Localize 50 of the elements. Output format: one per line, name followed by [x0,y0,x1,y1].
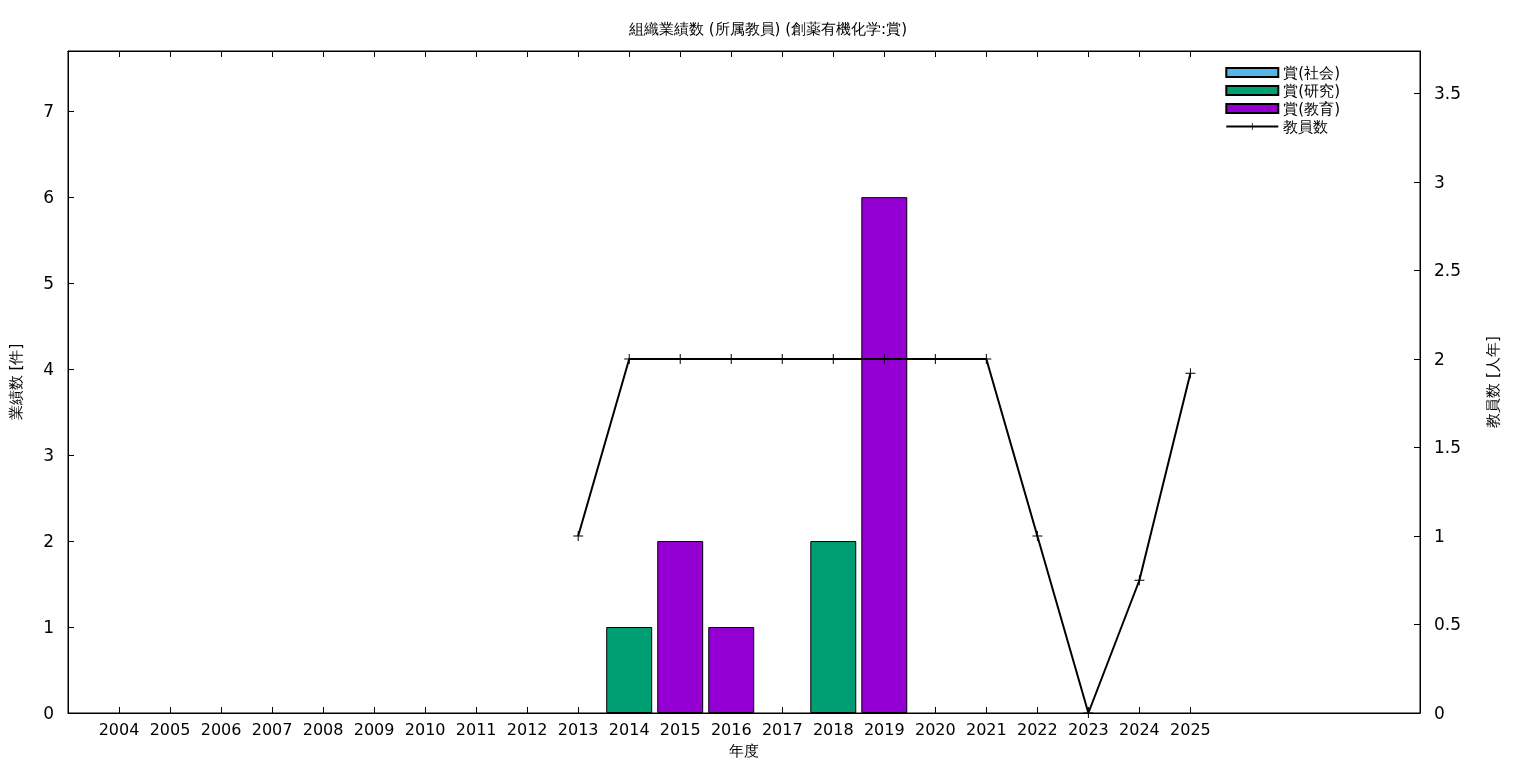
x-tick-label: 2005 [149,719,191,739]
x-tick-label: 2014 [608,719,650,739]
legend-label: 賞(教育) [1283,99,1341,118]
y2-tick-label: 0.5 [1434,614,1462,635]
point [1185,368,1196,379]
y-tick-label: 1 [43,617,54,638]
x-tick-label: 2013 [557,719,599,739]
point [573,530,584,541]
x-axis-title: 年度 [729,741,759,760]
y2-tick-label: 1 [1434,525,1445,546]
y2-tick-label: 3 [1434,171,1445,192]
y-tick-label: 5 [43,273,54,294]
x-tick-label: 2009 [353,719,395,739]
chart-title: 組織業績数 (所属教員) (創薬有機化学:賞) [628,19,907,38]
legend-label: 教員数 [1283,117,1329,136]
legend-label: 賞(研究) [1283,81,1341,100]
y2-axis-title: 教員数 [人年] [1483,336,1502,428]
x-tick-label: 2019 [863,719,905,739]
y-axis-title: 業績数 [件] [6,343,25,421]
x-tick-label: 2007 [251,719,293,739]
legend-label: 賞(社会) [1283,63,1341,82]
y-tick-label: 0 [43,703,54,723]
x-tick-label: 2011 [455,719,497,739]
x-tick-label: 2010 [404,719,446,739]
x-tick-label: 2015 [659,719,701,739]
x-tick-label: 2022 [1017,719,1058,739]
y-tick-label: 7 [43,101,54,122]
x-tick-label: 2025 [1170,719,1211,739]
point [1032,530,1043,541]
y2-tick-label: 2.5 [1434,260,1462,281]
x-tick-label: 2017 [761,719,803,739]
y2-tick-label: 1.5 [1434,437,1462,458]
y-tick-label: 3 [43,445,54,466]
y-tick-label: 6 [43,187,54,208]
x-tick-label: 2024 [1119,719,1160,739]
point [1134,575,1145,586]
y-tick-label: 4 [43,359,54,380]
y2-tick-label: 2 [1434,348,1445,369]
x-tick-label: 2004 [98,719,140,739]
x-tick-label: 2023 [1068,719,1109,739]
x-tick-label: 2016 [710,719,752,739]
x-tick-label: 2012 [506,719,548,739]
x-tick-label: 2008 [302,719,344,739]
x-tick-label: 2021 [965,719,1007,739]
y-tick-label: 2 [43,531,54,552]
x-tick-label: 2006 [200,719,242,739]
y2-tick-label: 3.5 [1434,83,1462,104]
y2-tick-label: 0 [1434,703,1445,723]
x-tick-label: 2018 [812,719,854,739]
x-tick-label: 2020 [914,719,956,739]
